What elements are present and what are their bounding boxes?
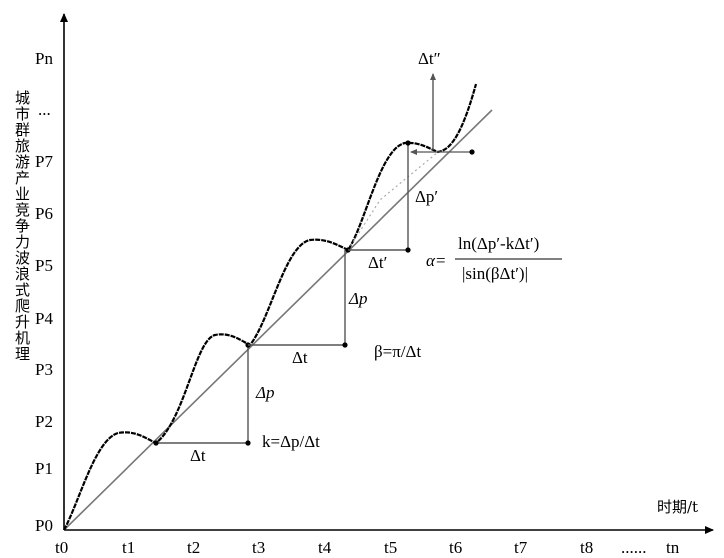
y-tick-ellipsis: ... [38,100,51,119]
x-tick-t1: t1 [122,538,135,557]
alpha-denominator: |sin(βΔt′)| [462,264,528,283]
x-tick-t8: t8 [580,538,593,557]
trend-line [63,109,493,531]
x-tick-t4: t4 [318,538,332,557]
y-tick-p4: P4 [35,309,53,328]
alpha-numerator: ln(Δp′-kΔt′) [458,234,539,253]
x-tick-t6: t6 [449,538,462,557]
label-delta-t-2: Δt [292,348,308,367]
y-tick-p6: P6 [35,204,53,223]
x-axis-label: 时期/t [657,498,698,516]
x-tick-labels: t0 t1 t2 t3 t4 t5 t6 t7 t8 ...... tn [55,538,680,557]
y-tick-p5: P5 [35,256,53,275]
x-tick-t7: t7 [514,538,528,557]
step-1 [153,342,251,446]
y-tick-p3: P3 [35,360,53,379]
label-delta-p-1: Δp [255,383,274,402]
label-delta-p-prime: Δp′ [415,187,438,206]
x-tick-ellipsis: ...... [621,538,647,557]
step-3 [348,140,475,253]
label-delta-t-double-prime: Δt″ [418,49,441,68]
label-delta-p-2: Δp [348,289,367,308]
x-tick-tn: tn [666,538,680,557]
label-delta-t-1: Δt [190,446,206,465]
wave-curve [63,83,478,531]
y-tick-p0: P0 [35,516,53,535]
y-tick-p7: P7 [35,152,53,171]
x-tick-t3: t3 [252,538,265,557]
label-k-formula: k=Δp/Δt [262,432,320,451]
alpha-formula: α= ln(Δp′-kΔt′) |sin(βΔt′)| [426,234,562,283]
y-tick-p1: P1 [35,459,53,478]
x-tick-t2: t2 [187,538,200,557]
y-tick-pn: Pn [35,49,53,68]
y-tick-labels: P0 P1 P2 P3 P4 P5 P6 P7 ... Pn [35,49,53,535]
y-axis-label: 城市群旅游产业竞争力波浪式爬升机理 [13,90,31,362]
y-tick-p2: P2 [35,412,53,431]
step-2 [248,247,351,348]
label-beta-formula: β=π/Δt [374,342,421,361]
label-delta-t-prime: Δt′ [368,253,387,272]
x-tick-t5: t5 [384,538,397,557]
alpha-lhs: α= [426,251,446,270]
x-tick-t0: t0 [55,538,68,557]
